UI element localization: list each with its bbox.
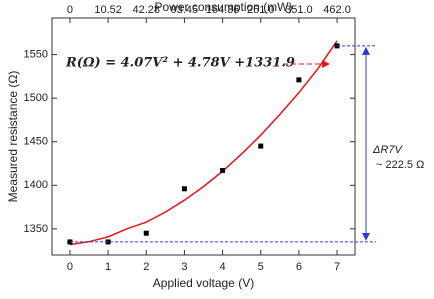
- x-tick-label: 4: [220, 261, 226, 273]
- equation: R(Ω) = 4.07V² + 4.78V +1331.9: [65, 56, 295, 71]
- data-point: [105, 239, 111, 245]
- plot-frame: [51, 17, 356, 256]
- x-tick-label: 6: [296, 261, 302, 273]
- x2-tick-label: 164.36: [206, 4, 240, 16]
- fit-group: [69, 40, 338, 246]
- y-tick-label: 1500: [24, 92, 48, 104]
- data-point: [296, 77, 302, 83]
- delta-value: ~ 222.5 Ω: [376, 159, 424, 171]
- delta-label: ΔR7V: [372, 144, 403, 156]
- x2-tick-label: 10.52: [94, 4, 122, 16]
- x-tick-label: 2: [143, 261, 149, 273]
- y-tick-label: 1350: [24, 223, 48, 235]
- x2-tick-label: 351.0: [285, 4, 313, 16]
- x-axis-title: Applied voltage (V): [153, 276, 254, 290]
- x-tick-label: 5: [258, 261, 264, 273]
- y-tick-label: 1400: [24, 179, 48, 191]
- y-axis-title: Measured resistance (Ω): [6, 71, 20, 203]
- x-tick-label: 0: [67, 261, 73, 273]
- fit-line: [69, 40, 338, 246]
- y-tick-label: 1450: [24, 136, 48, 148]
- x2-tick-label: 462.0: [323, 4, 351, 16]
- x2-axis-title: Power consumption (mW): [154, 0, 292, 14]
- x-tick-label: 1: [105, 261, 111, 273]
- x2-tick-label: 251.0: [247, 4, 275, 16]
- x-tick-label: 3: [181, 261, 187, 273]
- x2-tick-label: 0: [67, 4, 73, 16]
- data-point: [143, 230, 149, 236]
- x2-tick-label: 93.45: [171, 4, 199, 16]
- data-point: [258, 143, 264, 149]
- y-tick-label: 1550: [24, 49, 48, 61]
- data-point: [220, 167, 226, 173]
- data-point: [181, 186, 187, 192]
- x-tick-label: 7: [334, 261, 340, 273]
- x2-tick-label: 42.28: [132, 4, 160, 16]
